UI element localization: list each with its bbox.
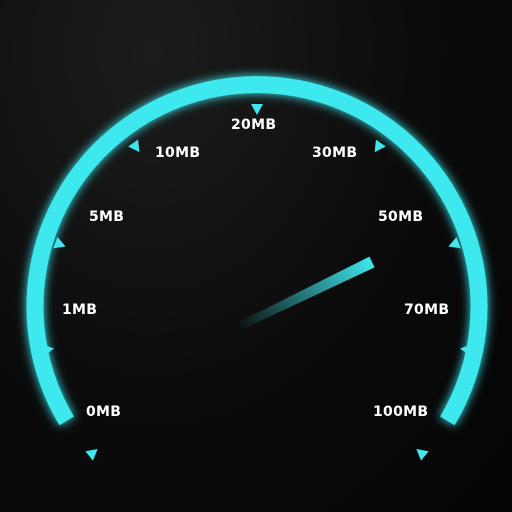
gauge-tick-marks <box>42 104 472 461</box>
gauge-arc <box>26 76 488 426</box>
tick-mark <box>42 344 54 357</box>
tick-label-0mb: 0MB <box>86 404 121 420</box>
tick-label-10mb: 10MB <box>155 145 200 161</box>
tick-mark <box>374 139 386 153</box>
tick-mark <box>251 104 263 115</box>
tick-mark <box>85 449 98 461</box>
tick-label-50mb: 50MB <box>378 209 423 225</box>
tick-label-70mb: 70MB <box>404 302 449 318</box>
tick-mark <box>128 139 140 153</box>
tick-label-100mb: 100MB <box>373 404 428 420</box>
tick-mark <box>53 236 66 249</box>
tick-mark <box>416 449 429 461</box>
tick-mark <box>460 344 472 357</box>
gauge-needle <box>238 256 375 330</box>
tick-label-1mb: 1MB <box>62 302 97 318</box>
tick-label-5mb: 5MB <box>89 209 124 225</box>
tick-label-20mb: 20MB <box>231 117 276 133</box>
tick-mark <box>448 236 461 249</box>
tick-label-30mb: 30MB <box>312 145 357 161</box>
gauge-tick-labels: 0MB 1MB 5MB 10MB 20MB 30MB 50MB 70MB 100… <box>62 117 449 420</box>
